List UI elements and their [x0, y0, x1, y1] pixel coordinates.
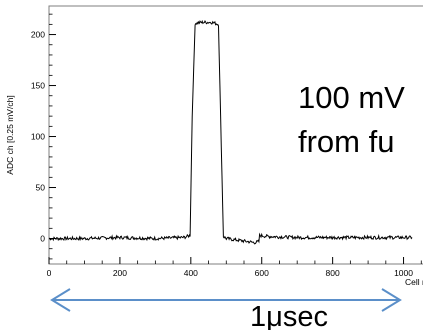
y-tick-label: 50	[36, 183, 46, 193]
arrowhead-right-icon	[381, 288, 402, 312]
arrowhead-left-icon	[50, 288, 71, 312]
x-tick-label: 1000	[394, 268, 413, 278]
time-span-label: 1μsec	[250, 301, 328, 330]
annotation-line-2: from fu	[298, 124, 394, 159]
y-tick-label: 150	[31, 81, 45, 91]
x-tick-label: 200	[113, 268, 127, 278]
annotation-line-1: 100 mV	[298, 80, 405, 115]
x-tick-label: 0	[47, 268, 52, 278]
x-axis-title: Cell numb	[405, 277, 423, 287]
y-tick-label: 200	[31, 30, 45, 40]
time-span-arrow	[50, 288, 402, 312]
y-tick-label: 100	[31, 132, 45, 142]
trace-layer	[48, 19, 413, 245]
y-tick-label: 0	[40, 234, 45, 244]
waveform-trace	[48, 19, 413, 245]
x-tick-label: 600	[255, 268, 269, 278]
axis-ticks: 0 200 400 600 800 1000 0 50 100 150 200	[31, 13, 422, 278]
x-tick-label: 800	[326, 268, 340, 278]
y-axis-title: ADC ch [0.25 mV/ch]	[5, 95, 15, 174]
x-tick-label: 400	[184, 268, 198, 278]
